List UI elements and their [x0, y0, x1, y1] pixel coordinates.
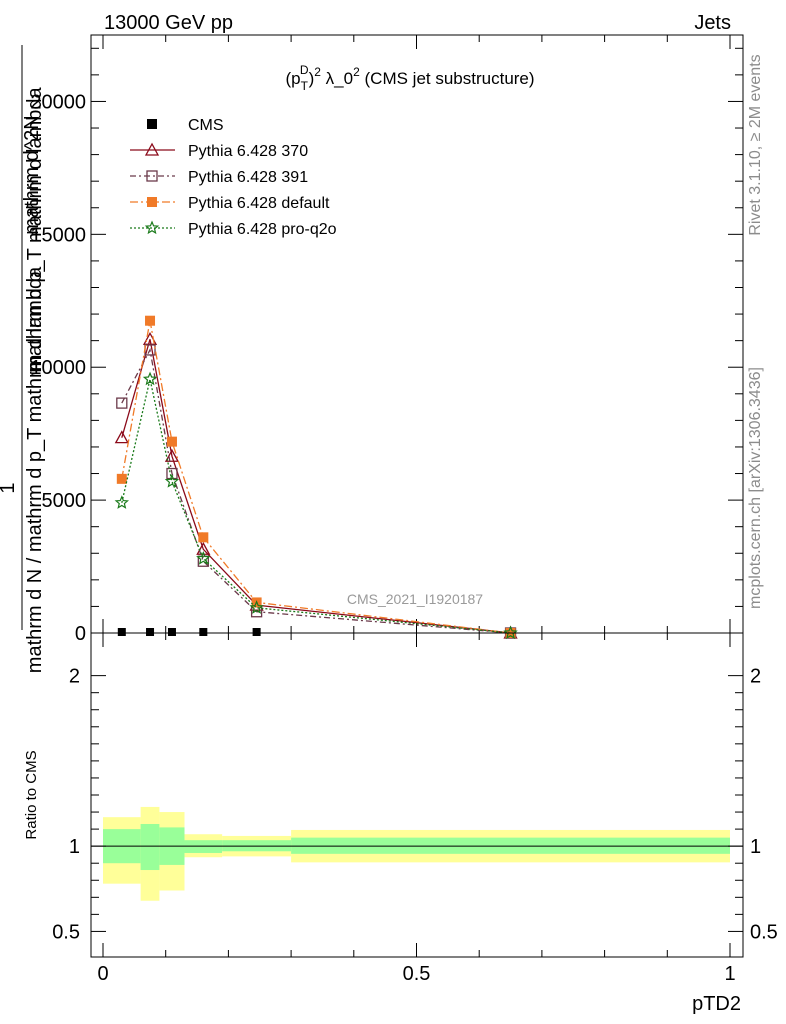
data-point	[503, 625, 518, 640]
main-ytick-label: 10000	[30, 357, 86, 379]
legend-label: Pythia 6.428 default	[188, 195, 330, 212]
ratio-ytick-label-right: 1	[750, 836, 761, 858]
title-rest: λ_0	[321, 69, 353, 88]
series-layer	[114, 315, 518, 640]
title-sup2: 2	[314, 65, 321, 79]
data-point	[166, 436, 177, 447]
header-left: 13000 GeV pp	[104, 12, 233, 34]
x-axis-label: pTD2	[692, 993, 741, 1015]
legend-marker	[144, 220, 160, 235]
legend-label: CMS	[188, 117, 224, 134]
data-point	[142, 371, 158, 386]
main-y-axis: 0 5000 10000 15000 20000	[30, 47, 743, 645]
data-point	[145, 315, 156, 326]
ratio-frame	[90, 632, 744, 958]
legend: CMS Pythia 6.428 370 Pythia 6.428 391 Pythi…	[130, 117, 337, 238]
ratio-xtick-label: 1	[724, 963, 735, 985]
title-sub: T	[301, 79, 309, 93]
main-y-label: mathrm d p_T mathrm d lambda mathrm d^2N…	[0, 45, 46, 673]
title-base: (p	[285, 69, 300, 88]
ratio-ytick-label: 2	[69, 666, 80, 688]
ratio-x-axis: 0 0.5 1	[97, 633, 736, 985]
ratio-xtick-label: 0.5	[403, 963, 431, 985]
rivet-label: Rivet 3.1.10, ≥ 2M events	[747, 54, 764, 235]
ratio-y-axis: 0.5 0.5 1 1 2 2	[52, 666, 778, 944]
series-4	[114, 371, 518, 640]
ratio-panel: 0.5 0.51 12 2 0 0.5 1 Ratio to CMS pTD2	[23, 632, 778, 1015]
ylabel-denominator: mathrm d N / mathrm d p_T mathrm d lambd…	[24, 266, 46, 673]
legend-entry: Pythia 6.428 370	[130, 142, 308, 160]
data-point	[164, 473, 180, 488]
chart-title: (pTD)2 λ_02 (CMS jet substructure)	[285, 63, 534, 93]
ratio-xtick-label: 0	[97, 963, 108, 985]
data-point	[197, 555, 209, 567]
title-tail: (CMS jet substructure)	[360, 69, 535, 88]
data-point	[249, 600, 264, 614]
data-point	[167, 628, 176, 636]
ylabel-main: mathrm d p_T mathrm d lambda	[24, 86, 46, 372]
ratio-ytick-label-right: 0.5	[750, 921, 778, 943]
data-point	[196, 541, 211, 555]
legend-entry: Pythia 6.428 391	[130, 169, 308, 186]
main-panel: 0 5000 10000 15000 20000 CMS_2021_I1920187 (…	[30, 34, 744, 645]
title-close: )	[309, 69, 315, 88]
data-point	[116, 397, 128, 409]
series-line	[121, 320, 511, 634]
ylabel-numerator: mathrm d^2N	[21, 115, 43, 234]
ratio-ytick-label: 1	[69, 836, 80, 858]
legend-marker	[146, 170, 158, 182]
ratio-bands	[103, 806, 730, 901]
ratio-inner-band	[140, 823, 160, 871]
main-ytick-label: 15000	[30, 224, 86, 246]
ratio-ylabel: Ratio to CMS	[23, 750, 40, 839]
legend-label: Pythia 6.428 370	[188, 143, 308, 160]
header-right: Jets	[694, 12, 731, 34]
data-point	[164, 448, 180, 462]
data-point	[198, 532, 209, 543]
legend-label: Pythia 6.428 391	[188, 169, 308, 186]
main-ytick-label: 20000	[30, 91, 86, 113]
data-point	[252, 628, 261, 636]
legend-marker	[147, 197, 157, 207]
series-line	[121, 339, 511, 634]
ylabel-one: 1	[0, 482, 19, 493]
data-point	[117, 628, 126, 636]
series-0	[117, 628, 515, 636]
legend-entry: CMS	[147, 117, 224, 134]
watermark: CMS_2021_I1920187	[347, 591, 483, 607]
data-point	[146, 628, 155, 636]
series-line	[121, 379, 511, 634]
main-ytick-label: 0	[75, 623, 86, 645]
ratio-ytick-label-right: 2	[750, 666, 761, 688]
data-point	[114, 495, 130, 509]
legend-entry: Pythia 6.428 pro-q2o	[130, 220, 337, 238]
site-label: mcplots.cern.ch [arXiv:1306.3436]	[747, 367, 764, 609]
legend-marker	[147, 119, 157, 129]
data-point	[114, 430, 129, 444]
main-ytick-label: 5000	[42, 490, 87, 512]
data-point	[199, 628, 208, 636]
legend-marker	[144, 142, 160, 156]
legend-label: Pythia 6.428 pro-q2o	[188, 221, 337, 238]
title-sup1: D	[300, 63, 309, 77]
legend-entry: Pythia 6.428 default	[130, 195, 330, 212]
title-sup3: 2	[353, 65, 360, 79]
ratio-ytick-label: 0.5	[52, 921, 80, 943]
data-point	[116, 473, 127, 484]
data-point	[196, 551, 211, 565]
series-line	[121, 347, 511, 634]
